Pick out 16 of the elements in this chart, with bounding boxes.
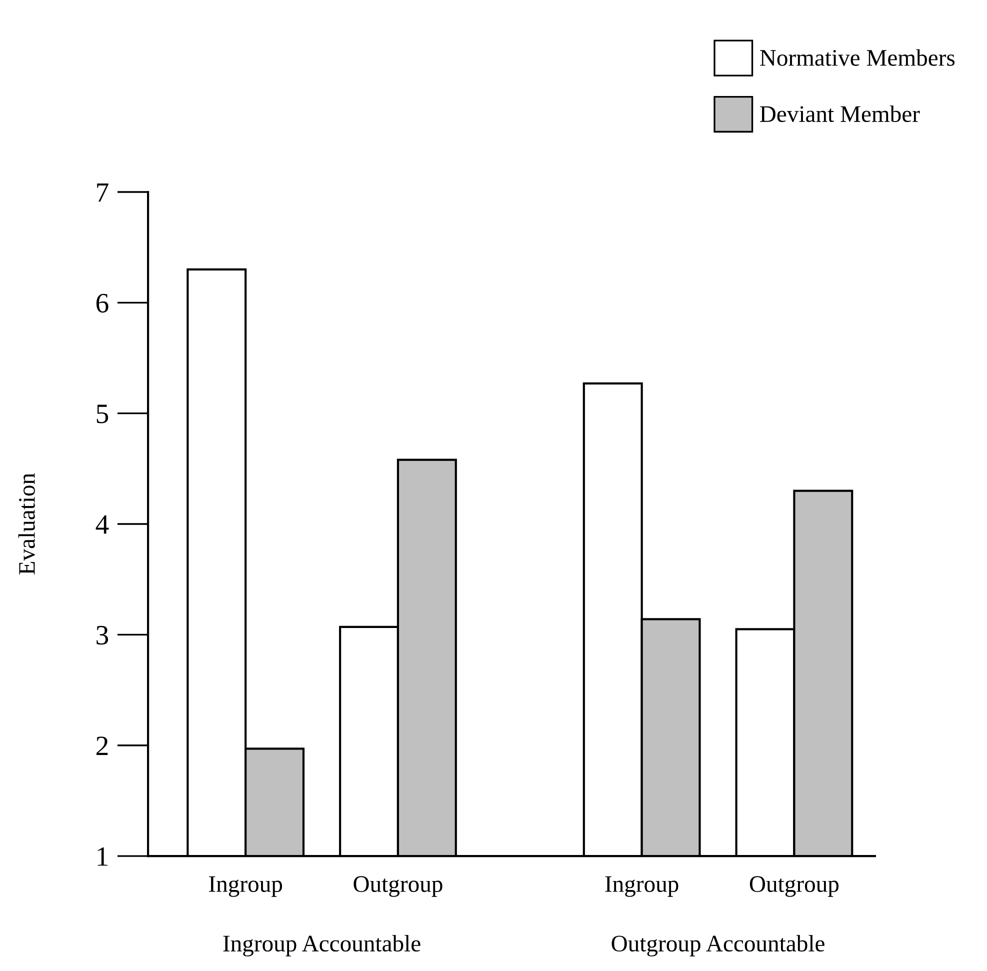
- legend-label: Deviant Member: [760, 105, 920, 122]
- legend-label: Normative Members: [760, 49, 955, 66]
- text: Ingroup Accountable: [223, 934, 420, 956]
- y-tick-label: 6: [96, 294, 108, 313]
- x-tick-label: Ingroup: [209, 876, 282, 897]
- y-tick-label: 3: [96, 626, 108, 645]
- y-tick-label: 1: [98, 847, 108, 866]
- y-tick-label: 2: [96, 736, 108, 755]
- x-tick-label: Outgroup: [354, 876, 442, 897]
- x-tick-label: Ingroup: [605, 876, 678, 897]
- x-tick-label: Outgroup: [750, 876, 839, 897]
- y-tick-label: 4: [96, 515, 109, 534]
- y-tick-label: 7: [97, 183, 108, 202]
- y-tick-label: 5: [96, 404, 108, 424]
- y-axis-title: Evaluation: [18, 473, 35, 574]
- text: Outgroup Accountable: [612, 934, 824, 956]
